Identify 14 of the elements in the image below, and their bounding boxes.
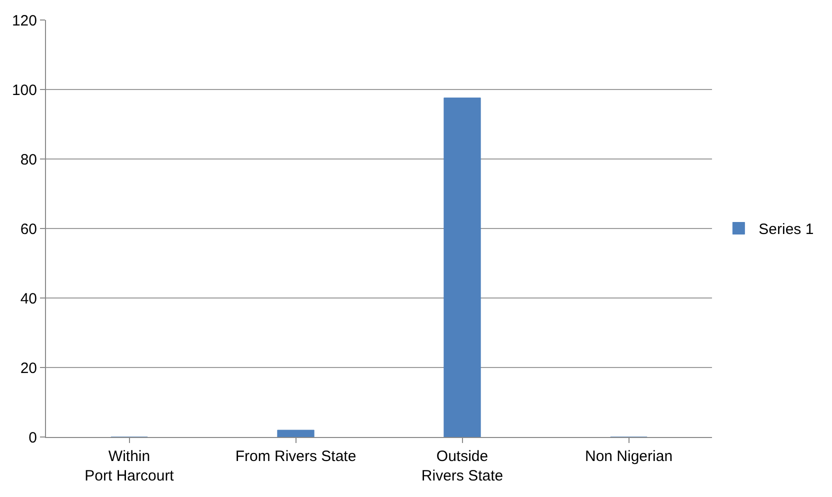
legend-label: Series 1: [758, 221, 814, 238]
y-tick-label: 60: [20, 220, 37, 238]
bar: [277, 430, 314, 437]
y-tick-label: 20: [20, 360, 37, 377]
y-tick-label: 100: [12, 82, 37, 99]
y-tick-label: 0: [28, 429, 37, 446]
x-tick-label: From Rivers State: [235, 448, 356, 465]
x-tick-label: Non Nigerian: [584, 448, 673, 465]
y-tick-label: 80: [20, 151, 37, 168]
bar: [444, 98, 481, 437]
x-tick-label: Outside Rivers State: [421, 448, 504, 484]
y-tick-label: 40: [20, 290, 37, 308]
x-tick-label: Within Port Harcourt: [84, 448, 175, 484]
y-tick-label: 120: [12, 12, 37, 30]
